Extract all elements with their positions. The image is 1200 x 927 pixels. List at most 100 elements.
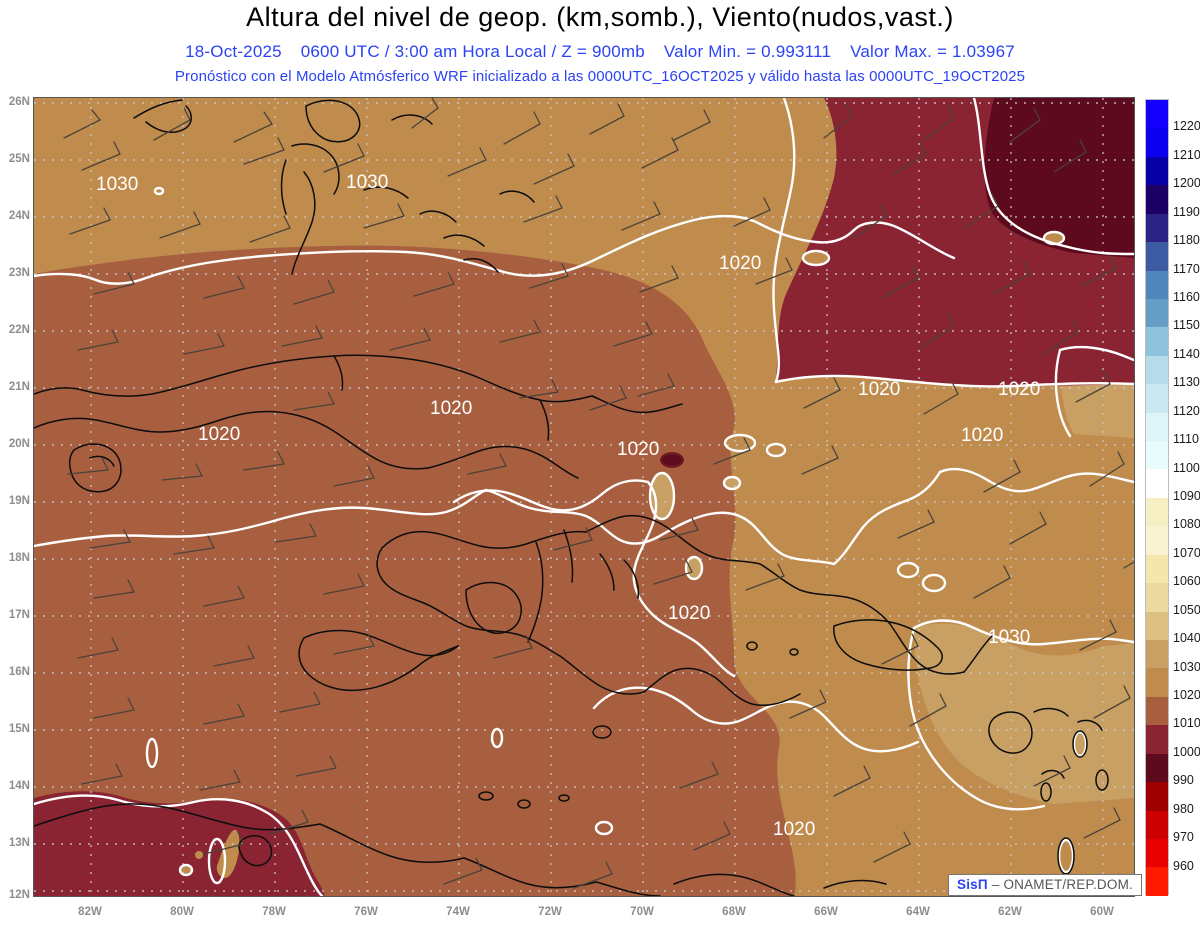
colorbar-tick-label: 960 — [1173, 858, 1194, 873]
colorbar-tick-label: 1140 — [1173, 346, 1200, 361]
x-tick-label: 60W — [1090, 906, 1114, 918]
contour-inner-dark — [660, 452, 684, 468]
slash-2: / — [551, 42, 562, 61]
forecast-metadata-line: 18-Oct-2025 0600 UTC / 3:00 am Hora Loca… — [0, 42, 1200, 62]
contour-label: 1030 — [96, 174, 138, 195]
colorbar-tick-label: 970 — [1173, 830, 1194, 845]
colorbar-swatch — [1146, 696, 1168, 726]
x-tick-label: 82W — [78, 906, 102, 918]
colorbar-tick-label: 990 — [1173, 773, 1194, 788]
colorbar-swatch — [1146, 526, 1168, 555]
colorbar-tick-label: 1000 — [1173, 744, 1200, 759]
grid-lines — [34, 98, 1134, 896]
y-tick-label: 14N — [8, 780, 30, 792]
shade-blob-3 — [804, 252, 828, 264]
y-tick-label: 18N — [8, 552, 30, 564]
slash-1: / — [384, 42, 395, 61]
colorbar-swatch — [1146, 554, 1168, 584]
colorbar-swatch — [1146, 327, 1168, 356]
header: Altura del nivel de geop. (km,somb.), Vi… — [0, 0, 1200, 95]
page-title: Altura del nivel de geop. (km,somb.), Vi… — [246, 2, 954, 32]
colorbar-swatch — [1146, 298, 1168, 328]
y-tick-label: 26N — [8, 96, 30, 108]
colorbar-swatch — [1146, 156, 1168, 186]
colorbar-tick-label: 1070 — [1173, 545, 1200, 560]
contour-label: 1020 — [961, 425, 1003, 446]
x-tick-label: 62W — [998, 906, 1022, 918]
forecast-local-time: 3:00 am Hora Local — [394, 42, 547, 61]
colorbar-tick-label: 1110 — [1173, 432, 1199, 447]
colorbar-tick-label: 1220 — [1173, 119, 1200, 134]
colorbar-tick-label: 1200 — [1173, 176, 1200, 191]
value-min: Valor Min. = 0.993111 — [663, 42, 832, 61]
shade-blob-6 — [924, 576, 944, 590]
colorbar-swatch — [1146, 725, 1168, 754]
y-tick-label: 13N — [8, 837, 30, 849]
colorbar-swatch — [1146, 668, 1168, 697]
contour-label: 1030 — [988, 627, 1030, 648]
map-plot-area[interactable]: 1030 1030 1020 1020 1020 1020 1020 1020 … — [33, 97, 1135, 897]
colorbar-tick-label: 1060 — [1173, 574, 1200, 589]
contour-label: 1030 — [346, 172, 388, 193]
island-patch-sw-2 — [195, 851, 203, 859]
brand-symbol-icon: Π — [977, 877, 988, 892]
x-tick-label: 76W — [354, 906, 378, 918]
colorbar-swatch — [1146, 753, 1168, 783]
contour-label: 1020 — [773, 819, 815, 840]
shade-blob-2 — [768, 445, 784, 455]
contour-label: 1020 — [998, 379, 1040, 400]
agency-label: ONAMET/REP.DOM. — [1003, 877, 1133, 892]
colorbar-swatch — [1146, 412, 1168, 442]
y-tick-label: 17N — [8, 609, 30, 621]
colorbar-tick-label: 1030 — [1173, 659, 1200, 674]
colorbar-tick-label: 1100 — [1173, 460, 1200, 475]
contour-label: 1020 — [858, 379, 900, 400]
colorbar-swatch — [1146, 583, 1168, 612]
colorbar-tick-label: 1180 — [1173, 233, 1200, 248]
colorbar-swatch — [1146, 469, 1168, 498]
wind-barbs — [63, 98, 1134, 889]
colorbar[interactable] — [1145, 99, 1169, 896]
attribution-watermark: SisΠ – ONAMET/REP.DOM. — [948, 874, 1142, 896]
shade-band-1030-east — [914, 623, 1134, 804]
y-tick-label: 22N — [8, 324, 30, 336]
separator-dash: – — [991, 877, 1000, 892]
shade-blob-1 — [726, 436, 754, 450]
colorbar-swatch — [1146, 810, 1168, 839]
x-tick-label: 80W — [170, 906, 194, 918]
colorbar-tick-label: 1190 — [1173, 204, 1200, 219]
y-tick-label: 20N — [8, 438, 30, 450]
brand-label: Sis — [957, 877, 978, 892]
colorbar-tick-label: 980 — [1173, 801, 1194, 816]
colorbar-swatch — [1146, 384, 1168, 413]
x-tick-label: 72W — [538, 906, 562, 918]
contour-label: 1020 — [430, 398, 472, 419]
contour-labels: 1030 1030 1020 1020 1020 1020 1020 1020 … — [96, 172, 1040, 840]
colorbar-swatch — [1146, 497, 1168, 527]
forecast-level: Z = 900mb — [561, 42, 645, 61]
x-tick-label: 64W — [906, 906, 930, 918]
model-note: Pronóstico con el Modelo Atmósferico WRF… — [174, 68, 1026, 85]
x-tick-label: 70W — [630, 906, 654, 918]
y-tick-label: 15N — [8, 723, 30, 735]
colorbar-swatch — [1146, 213, 1168, 243]
colorbar-swatch — [1146, 441, 1168, 470]
colorbar-tick-label: 1050 — [1173, 602, 1200, 617]
y-tick-label: 25N — [8, 153, 30, 165]
coastlines — [34, 99, 1134, 896]
colorbar-tick-label: 1150 — [1173, 318, 1200, 333]
y-tick-label: 12N — [8, 889, 30, 901]
y-tick-label: 24N — [8, 210, 30, 222]
colorbar-swatch — [1146, 782, 1168, 811]
value-max: Valor Max. = 1.03967 — [850, 42, 1015, 61]
colorbar-swatch — [1146, 242, 1168, 271]
colorbar-tick-label: 1080 — [1173, 517, 1200, 532]
contour-label: 1020 — [719, 253, 761, 274]
contour-lines — [34, 98, 1134, 896]
colorbar-swatch — [1146, 838, 1168, 868]
colorbar-tick-label: 1120 — [1173, 403, 1200, 418]
colorbar-swatch — [1146, 611, 1168, 641]
contour-label: 1020 — [198, 424, 240, 445]
geopotential-height-map: 1030 1030 1020 1020 1020 1020 1020 1020 … — [34, 98, 1134, 896]
colorbar-tick-label: 1090 — [1173, 489, 1200, 503]
